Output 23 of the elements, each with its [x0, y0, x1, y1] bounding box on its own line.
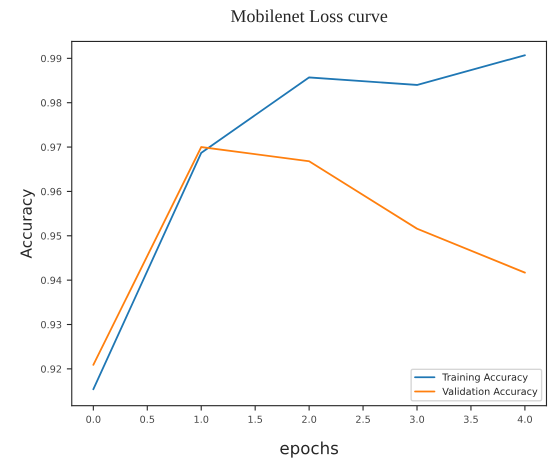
x-tick-label: 3.5	[464, 416, 478, 423]
x-axis-title: epochs	[280, 441, 338, 458]
y-tick-label: 0.95	[41, 232, 62, 240]
x-tick-label: 2.5	[356, 416, 370, 423]
x-tick-label: 1.5	[248, 416, 262, 423]
legend-label: Training Accuracy	[442, 373, 528, 383]
line-series	[92, 146, 526, 366]
y-tick-label: 0.93	[41, 320, 62, 328]
y-tick-label: 0.98	[41, 99, 62, 107]
legend-label: Validation Accuracy	[442, 388, 538, 397]
x-tick-label: 2.0	[302, 416, 316, 423]
chart-title: Mobilenet Loss curve	[230, 10, 388, 22]
x-tick-label: 0.0	[86, 416, 100, 423]
y-tick-label: 0.92	[41, 365, 62, 373]
y-tick-label: 0.94	[41, 276, 62, 284]
y-tick-label: 0.96	[41, 188, 62, 196]
x-tick-label: 4.0	[518, 416, 532, 423]
x-tick-label: 3.0	[410, 416, 424, 423]
y-axis-title: Accuracy	[20, 189, 35, 258]
x-tick-label: 1.0	[194, 416, 208, 423]
y-tick-label: 0.99	[41, 54, 62, 62]
x-tick-label: 0.5	[140, 416, 154, 423]
y-tick-label: 0.97	[41, 144, 62, 151]
